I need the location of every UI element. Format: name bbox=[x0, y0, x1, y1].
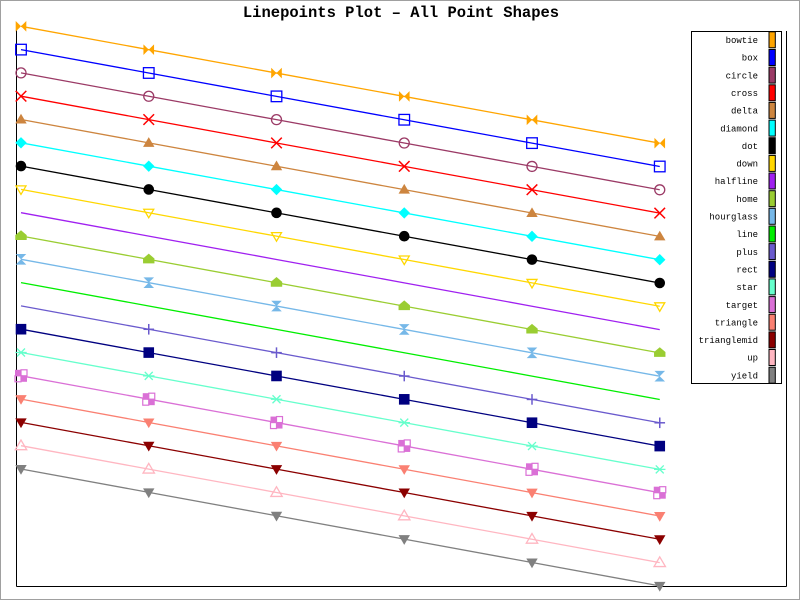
svg-text:down: down bbox=[736, 160, 758, 170]
svg-text:triangle: triangle bbox=[715, 318, 758, 328]
svg-text:cross: cross bbox=[731, 89, 758, 99]
svg-text:yield: yield bbox=[731, 371, 758, 381]
svg-text:line: line bbox=[736, 230, 758, 240]
svg-text:dot: dot bbox=[742, 142, 758, 152]
svg-text:bowtie: bowtie bbox=[726, 36, 758, 46]
svg-text:rect: rect bbox=[736, 266, 758, 276]
svg-text:halfline: halfline bbox=[715, 177, 758, 187]
svg-text:delta: delta bbox=[731, 107, 759, 117]
svg-text:up: up bbox=[747, 354, 758, 364]
svg-text:circle: circle bbox=[726, 71, 758, 81]
svg-text:hourglass: hourglass bbox=[709, 213, 758, 223]
svg-text:target: target bbox=[726, 301, 758, 311]
svg-text:box: box bbox=[742, 54, 758, 64]
svg-text:home: home bbox=[736, 195, 758, 205]
svg-text:diamond: diamond bbox=[720, 124, 758, 134]
svg-text:plus: plus bbox=[736, 248, 758, 258]
svg-text:star: star bbox=[736, 283, 758, 293]
svg-text:trianglemid: trianglemid bbox=[699, 336, 758, 346]
